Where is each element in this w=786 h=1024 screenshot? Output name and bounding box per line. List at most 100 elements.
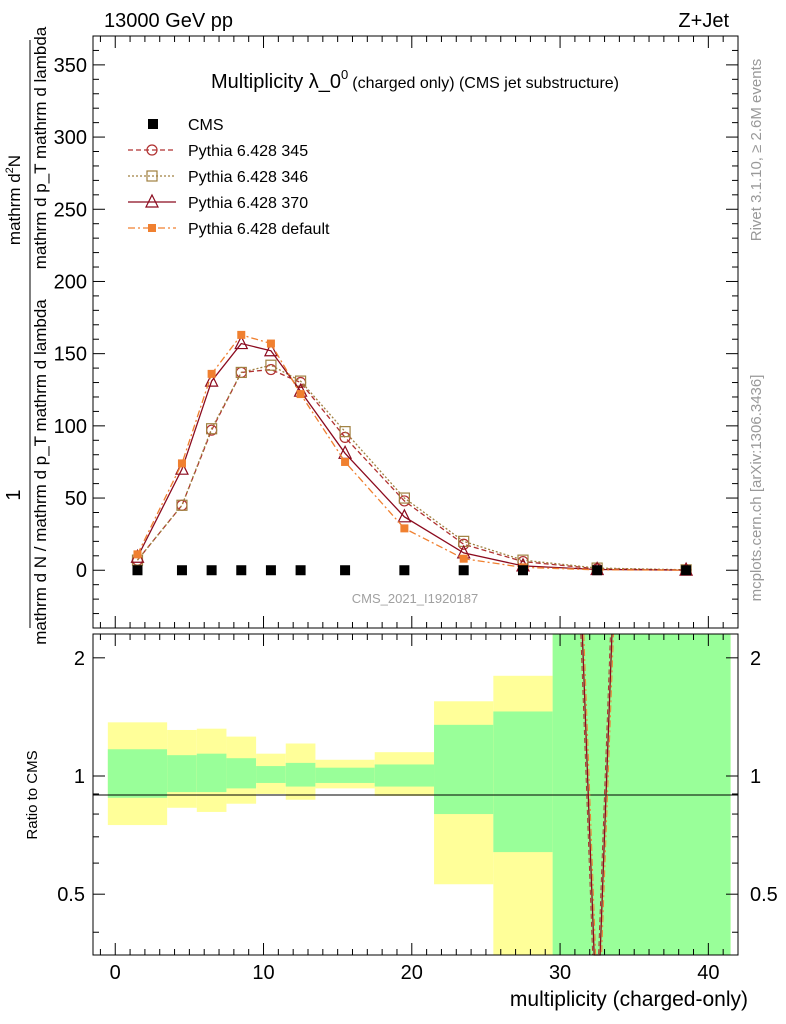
series-line-370 bbox=[136, 342, 687, 571]
point-default bbox=[133, 550, 142, 559]
main-y-tick-label: 350 bbox=[54, 55, 87, 77]
ratio-band-inner bbox=[493, 711, 553, 853]
ratio-band-inner bbox=[374, 764, 435, 787]
legend-marker-370 bbox=[145, 193, 159, 208]
legend-label-345: Pythia 6.428 345 bbox=[188, 143, 308, 160]
ratio-x-tick-label: 30 bbox=[549, 962, 571, 984]
point-370 bbox=[397, 508, 412, 523]
point-cms bbox=[206, 565, 217, 576]
point-cms bbox=[132, 565, 143, 576]
ratio-band-inner bbox=[196, 753, 227, 793]
ratio-plot-frame bbox=[92, 633, 739, 956]
ratio-spike-default bbox=[583, 633, 614, 956]
mcplots-label: mcplots.cern.ch [arXiv:1306.3436] bbox=[748, 375, 765, 602]
title-suffix: (charged only) (CMS jet substructure) bbox=[352, 75, 619, 92]
main-x-ticks bbox=[99, 36, 724, 628]
main-y-tick-label: 50 bbox=[65, 488, 87, 510]
point-346 bbox=[398, 492, 410, 504]
x-axis-label: multiplicity (charged-only) bbox=[510, 988, 748, 1011]
series-default bbox=[133, 330, 691, 575]
point-cms bbox=[236, 565, 247, 576]
ratio-band-inner bbox=[434, 724, 494, 815]
legend-item-cms: CMS bbox=[148, 117, 224, 134]
ratio-x-tick-label: 10 bbox=[252, 962, 274, 984]
process-label: Z+Jet bbox=[678, 10, 729, 32]
point-346 bbox=[294, 375, 307, 387]
point-346 bbox=[235, 366, 247, 379]
title-superscript: 0 bbox=[341, 67, 348, 82]
main-y-tick-label: 0 bbox=[76, 560, 87, 582]
main-ylabel: 1 mathrm d N / mathrm d p_T mathrm d lam… bbox=[3, 26, 50, 645]
main-y-tick-label: 300 bbox=[54, 127, 87, 149]
legend-marker-345 bbox=[146, 144, 158, 156]
point-default bbox=[400, 524, 409, 533]
legend-label-370: Pythia 6.428 370 bbox=[188, 195, 308, 212]
ratio-ylabel: Ratio to CMS bbox=[24, 750, 41, 839]
main-title: Multiplicity λ_00 (charged only) (CMS jet… bbox=[211, 67, 619, 93]
ratio-x-tick-label: 0 bbox=[110, 962, 121, 984]
main-y-tick-label: 100 bbox=[54, 416, 87, 438]
series-cms bbox=[132, 565, 692, 576]
ratio-band-inner bbox=[315, 767, 375, 783]
ratio-band-inner bbox=[285, 762, 316, 787]
ratio-bands bbox=[107, 634, 731, 955]
ratio-y-tick-label: 2 bbox=[74, 648, 85, 670]
ratio-x-ticks: 0 10 20 30 40 bbox=[99, 634, 724, 984]
ylabel-numerator: 1 bbox=[3, 489, 25, 500]
analysis-watermark: CMS_2021_I1920187 bbox=[352, 591, 479, 606]
legend-marker-cms bbox=[148, 119, 158, 129]
legend-item-345: Pythia 6.428 345 bbox=[128, 143, 308, 160]
point-346 bbox=[265, 359, 277, 371]
energy-label: 13000 GeV pp bbox=[104, 10, 233, 32]
ratio-x-tick-label: 20 bbox=[401, 962, 423, 984]
point-cms bbox=[592, 565, 603, 576]
point-cms bbox=[295, 565, 306, 576]
point-default bbox=[459, 554, 468, 563]
legend-marker-default bbox=[148, 224, 156, 232]
legend-item-346: Pythia 6.428 346 bbox=[128, 169, 308, 186]
ylabel-main: mathrm d N / mathrm d p_T mathrm d lambd… bbox=[31, 299, 50, 645]
ratio-y-tick-label-right: 1 bbox=[750, 766, 761, 788]
point-cms bbox=[399, 565, 410, 576]
point-default bbox=[266, 339, 275, 348]
point-cms bbox=[518, 565, 528, 576]
ratio-y-tick-label-right: 0.5 bbox=[750, 884, 778, 906]
point-default bbox=[207, 369, 216, 378]
point-default bbox=[237, 330, 246, 339]
legend-label-346: Pythia 6.428 346 bbox=[188, 169, 308, 186]
point-346 bbox=[206, 423, 218, 435]
ratio-band-inner bbox=[107, 749, 168, 798]
point-370 bbox=[234, 335, 249, 350]
series-345 bbox=[131, 363, 692, 576]
main-series bbox=[130, 330, 694, 576]
point-cms bbox=[265, 565, 276, 576]
ylabel-denominator: mathrm d p_T mathrm d lambda bbox=[31, 26, 50, 269]
ratio-band-inner bbox=[256, 766, 286, 783]
legend-marker-346 bbox=[146, 170, 158, 182]
point-345 bbox=[339, 431, 351, 444]
series-line-345 bbox=[136, 368, 687, 571]
point-cms bbox=[340, 565, 351, 576]
point-346 bbox=[339, 426, 351, 438]
main-y-tick-label: 250 bbox=[54, 199, 87, 221]
ratio-y-tick-label: 1 bbox=[74, 766, 85, 788]
title-text: Multiplicity λ_0 bbox=[211, 71, 341, 93]
ylabel-top: mathrm d2N bbox=[4, 155, 24, 245]
point-default bbox=[341, 457, 350, 466]
legend-label-default: Pythia 6.428 default bbox=[188, 221, 330, 238]
ratio-y-tick-label: 0.5 bbox=[57, 884, 85, 906]
ratio-band-inner bbox=[226, 758, 257, 789]
ratio-band-inner bbox=[167, 755, 197, 793]
ratio-y-ticks: 0.5 0.5 1 1 2 2 bbox=[57, 648, 778, 933]
main-y-tick-label: 150 bbox=[54, 344, 87, 366]
rivet-label: Rivet 3.1.10, ≥ 2.6M events bbox=[748, 59, 765, 242]
point-346 bbox=[176, 499, 188, 511]
ratio-x-tick-label: 40 bbox=[697, 962, 719, 984]
point-370 bbox=[263, 342, 278, 357]
legend: CMS Pythia 6.428 345 Pythia 6.428 346 Py… bbox=[128, 117, 330, 238]
point-default bbox=[296, 390, 305, 399]
point-cms bbox=[458, 565, 469, 576]
point-cms bbox=[681, 565, 692, 576]
main-y-ticks: 0 50 100 150 200 250 300 350 bbox=[54, 49, 738, 615]
